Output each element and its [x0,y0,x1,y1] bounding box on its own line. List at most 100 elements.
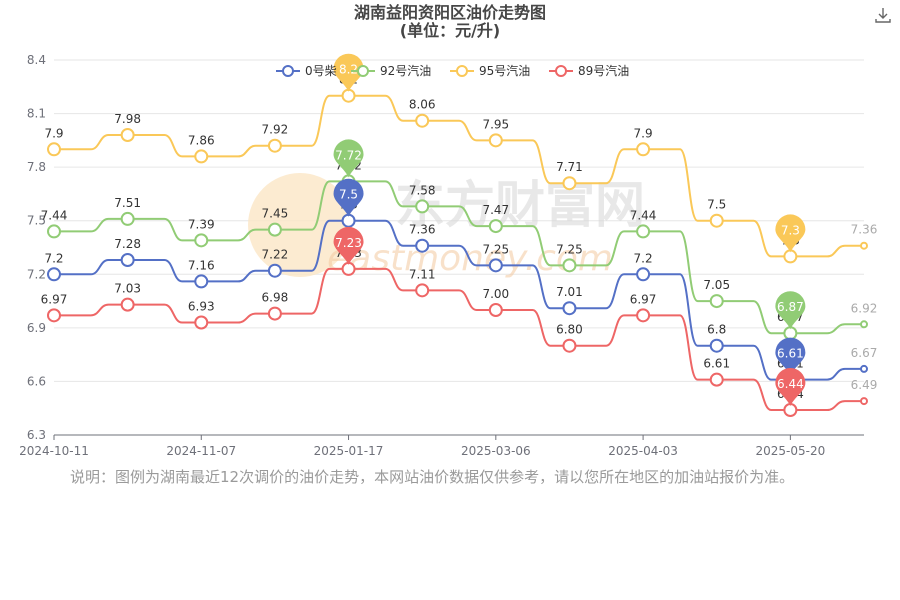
data-point [267,263,282,278]
marker-pin [775,337,806,376]
data-label: 7.44 [41,208,68,222]
data-label: 7.44 [630,208,657,222]
marker-pin [775,214,806,253]
marker-pin [333,226,364,265]
data-point [636,224,651,239]
data-point [120,128,135,142]
data-point [47,224,61,239]
marker-label: 7.72 [335,148,362,162]
marker-pin [333,139,364,178]
data-point [709,338,724,353]
x-tick-label: 2025-03-06 [461,444,531,458]
data-label: 6.61 [703,357,730,371]
data-point [47,142,61,157]
x-tick-label: 2025-04-03 [608,444,678,458]
data-label: 6.93 [188,300,215,314]
footnote: 说明：图例为湖南最近12次调价的油价走势，本网站油价数据仅供参考，请以您所在地区… [70,468,795,486]
marker-label: 7.23 [335,236,362,250]
data-label: 6.8 [707,323,726,337]
data-point [709,213,724,228]
markers: 8.2 7.72 7.5 7.23 7.3 6.87 6.61 6.44 [333,53,806,406]
data-point [194,274,209,289]
x-tick-label: 2025-05-20 [755,444,825,458]
y-tick-label: 6.3 [27,428,46,442]
data-label: 7.9 [634,126,653,140]
chart-subtitle: (单位：元/升) [399,21,501,40]
data-label: 6.97 [41,292,68,306]
data-label: 6.67 [851,346,878,360]
data-label: 6.97 [630,292,657,306]
legend-label: 89号汽油 [578,63,629,78]
data-label: 6.49 [851,378,878,392]
marker-pin [333,178,364,217]
data-label: 7.47 [482,203,509,217]
data-point [194,315,209,330]
data-labels: 7.2 7.28 7.16 7.22 7.5 7.36 7.25 7.01 7.2 6.8 6.61… [41,73,878,401]
data-point [267,306,282,321]
marker-pin [775,368,806,406]
data-point [562,258,577,273]
marker-pin [775,291,806,330]
data-point [860,364,868,373]
series-line-0号柴 [54,219,864,381]
data-label: 7.5 [707,198,726,212]
data-point [709,294,724,309]
legend-marker [357,65,369,77]
data-point [636,142,651,157]
legend-label: 92号汽油 [380,63,431,78]
data-label: 6.80 [556,323,583,337]
data-label: 7.9 [44,126,63,140]
data-point [415,113,430,128]
y-tick-label: 7.8 [27,160,46,174]
marker-label: 8.2 [339,63,358,77]
data-point [488,303,503,317]
watermark-cn: 东方财富网 [395,176,645,234]
data-label: 7.39 [188,217,215,231]
data-label: 7.86 [188,133,215,147]
data-point [709,372,724,387]
series-line-95号汽油 [54,94,864,258]
data-label: 7.28 [114,237,141,251]
data-point [415,283,430,298]
legend: 0号柴 92号汽油 95号汽油 89号汽油 [276,63,629,78]
data-point [488,219,503,234]
data-label: 7.2 [44,251,63,265]
x-tick-label: 2024-10-11 [19,444,89,458]
legend-marker [282,65,294,77]
marker-label: 6.61 [777,347,804,361]
legend-marker [555,65,567,77]
marker-label: 6.44 [777,377,804,391]
y-tick-label: 7.2 [27,267,46,281]
data-point [562,301,577,316]
y-tick-label: 8.1 [27,107,46,121]
data-point [562,176,577,191]
data-label: 6.92 [851,301,878,315]
y-tick-label: 6.9 [27,321,46,335]
data-point [860,241,868,250]
data-point [562,338,577,353]
data-label: 7.58 [409,183,436,197]
series-line-92号汽油 [54,180,864,335]
data-label: 7.03 [114,282,141,296]
data-label: 6.98 [262,291,289,305]
download-icon[interactable] [874,6,892,24]
marker-label: 7.5 [339,188,358,202]
y-tick-label: 7.5 [27,214,46,228]
data-label: 7.25 [556,242,583,256]
data-point [267,222,282,237]
data-label: 7.2 [634,251,653,265]
x-tick-label: 2024-11-07 [166,444,236,458]
data-point [488,258,503,273]
data-label: 7.11 [409,267,436,281]
data-point [488,133,503,148]
data-label: 7.05 [703,278,730,292]
data-label: 7.95 [482,117,509,131]
legend-label: 95号汽油 [479,63,530,78]
marker-pin [333,53,364,92]
data-point [636,267,651,282]
marker-label: 6.87 [777,300,804,314]
x-tick-label: 2025-01-17 [314,444,384,458]
data-point [47,308,61,323]
data-point [120,253,135,267]
